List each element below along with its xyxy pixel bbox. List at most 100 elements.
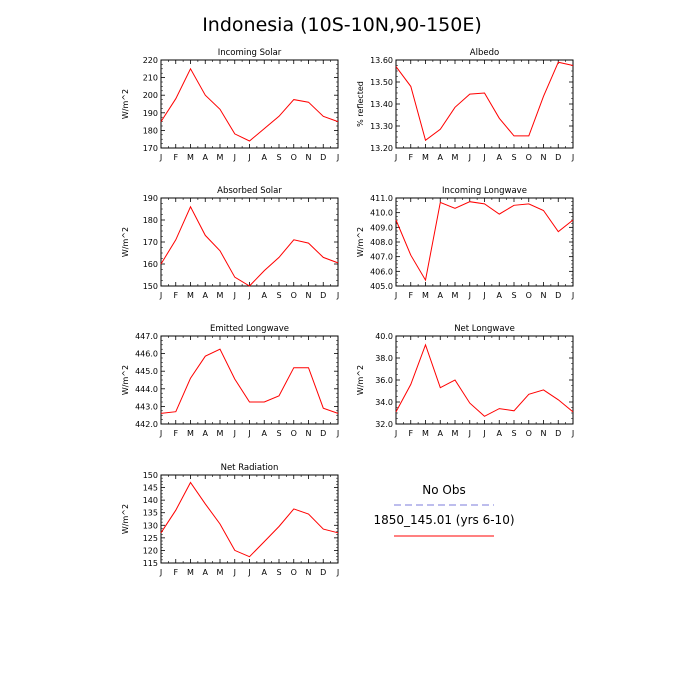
net-longwave-xtick-label: N — [541, 429, 547, 438]
absorbed-solar-ytick-label: 190 — [143, 194, 158, 203]
emitted-longwave-ytick-label: 446.0 — [135, 350, 158, 359]
albedo-xtick-label: N — [541, 153, 547, 162]
net-longwave-title: Net Longwave — [454, 324, 515, 334]
incoming-solar-xtick-label: O — [291, 153, 297, 162]
net-radiation-title: Net Radiation — [221, 463, 279, 473]
albedo-xtick-label: J — [571, 153, 574, 162]
net-radiation-xtick-label: N — [306, 568, 312, 577]
incoming-longwave-xtick-label: N — [541, 291, 547, 300]
incoming-solar-ytick-label: 190 — [143, 109, 158, 118]
incoming-longwave-xtick-label: A — [438, 291, 444, 300]
incoming-longwave-ytick-label: 405.0 — [370, 282, 393, 291]
incoming-longwave-xtick-label: M — [452, 291, 459, 300]
absorbed-solar-xtick-label: J — [159, 291, 162, 300]
albedo-series-line — [395, 61, 574, 142]
incoming-longwave-xtick-label: J — [394, 291, 397, 300]
incoming-longwave-ytick-label: 411.0 — [370, 194, 393, 203]
incoming-longwave-xtick-label: J — [468, 291, 471, 300]
absorbed-solar-xtick-label: D — [320, 291, 326, 300]
albedo-xtick-label: A — [438, 153, 444, 162]
emitted-longwave-xtick-label: M — [187, 429, 194, 438]
absorbed-solar-ytick-label: 180 — [143, 216, 158, 225]
absorbed-solar-xtick-label: M — [187, 291, 194, 300]
emitted-longwave-ytick-label: 444.0 — [135, 385, 158, 394]
net-longwave-xtick-label: A — [438, 429, 444, 438]
net-radiation-ytick-label: 120 — [143, 546, 158, 555]
absorbed-solar-ytick-label: 170 — [143, 238, 158, 247]
absorbed-solar-xtick-label: N — [306, 291, 312, 300]
incoming-solar-title: Incoming Solar — [218, 48, 282, 58]
incoming-solar-ytick-label: 210 — [143, 74, 158, 83]
emitted-longwave-xtick-label: F — [173, 429, 178, 438]
incoming-longwave-ytick-label: 407.0 — [370, 253, 393, 262]
incoming-solar-ytick-label: 180 — [143, 126, 158, 135]
net-longwave-xtick-label: F — [408, 429, 413, 438]
legend-model-label: 1850_145.01 (yrs 6-10) — [373, 513, 514, 527]
net-radiation-xtick-label: M — [187, 568, 194, 577]
incoming-longwave-xtick-label: D — [555, 291, 561, 300]
absorbed-solar-xtick-label: A — [203, 291, 209, 300]
albedo-xtick-label: M — [422, 153, 429, 162]
net-radiation-xtick-label: O — [291, 568, 297, 577]
legend: No Obs 1850_145.01 (yrs 6-10) — [373, 483, 515, 537]
net-longwave-ytick-label: 36.0 — [375, 376, 393, 385]
absorbed-solar-xtick-label: J — [233, 291, 236, 300]
albedo-xtick-label: F — [408, 153, 413, 162]
incoming-longwave-ytick-label: 406.0 — [370, 267, 393, 276]
albedo-xtick-label: M — [452, 153, 459, 162]
legend-obs-label: No Obs — [422, 483, 465, 497]
absorbed-solar-title: Absorbed Solar — [217, 186, 282, 196]
absorbed-solar-xtick-label: F — [173, 291, 178, 300]
incoming-solar-ytick-label: 220 — [143, 56, 158, 65]
net-radiation-ytick-label: 140 — [143, 496, 158, 505]
absorbed-solar-xtick-label: S — [276, 291, 281, 300]
absorbed-solar-xtick-label: M — [217, 291, 224, 300]
emitted-longwave-xtick-label: S — [276, 429, 281, 438]
figure-title: Indonesia (10S-10N,90-150E) — [202, 14, 482, 36]
net-radiation-ytick-label: 125 — [143, 534, 158, 543]
absorbed-solar-ytick-label: 160 — [143, 260, 158, 269]
net-longwave-series-line — [395, 343, 574, 417]
emitted-longwave-ytick-label: 447.0 — [135, 332, 158, 341]
net-longwave-xtick-label: O — [526, 429, 532, 438]
net-longwave-xtick-label: M — [422, 429, 429, 438]
albedo-ytick-label: 13.40 — [370, 100, 393, 109]
incoming-longwave-xtick-label: M — [422, 291, 429, 300]
net-radiation-xtick-label: J — [247, 568, 250, 577]
albedo-xtick-label: J — [394, 153, 397, 162]
incoming-longwave-xtick-label: A — [497, 291, 503, 300]
incoming-solar-xtick-label: J — [159, 153, 162, 162]
net-radiation-xtick-label: A — [203, 568, 209, 577]
net-longwave-xtick-label: S — [511, 429, 516, 438]
net-radiation-ytick-label: 130 — [143, 521, 158, 530]
albedo-title: Albedo — [470, 48, 499, 58]
net-longwave-xtick-label: J — [482, 429, 485, 438]
absorbed-solar-xtick-label: J — [336, 291, 339, 300]
albedo-ytick-label: 13.50 — [370, 78, 393, 87]
emitted-longwave-xtick-label: J — [159, 429, 162, 438]
incoming-longwave-xtick-label: S — [511, 291, 516, 300]
net-longwave-xtick-label: A — [497, 429, 503, 438]
incoming-solar-ylabel: W/m^2 — [121, 89, 130, 119]
emitted-longwave-xtick-label: D — [320, 429, 326, 438]
emitted-longwave-xtick-label: A — [203, 429, 209, 438]
emitted-longwave-title: Emitted Longwave — [210, 324, 289, 334]
incoming-solar-xtick-label: M — [217, 153, 224, 162]
net-longwave-ytick-label: 34.0 — [375, 398, 393, 407]
net-longwave-xtick-label: M — [452, 429, 459, 438]
absorbed-solar-plot-frame — [160, 197, 339, 287]
net-radiation-xtick-label: S — [276, 568, 281, 577]
net-radiation-series-line — [160, 481, 339, 558]
emitted-longwave-xtick-label: A — [262, 429, 268, 438]
incoming-solar-xtick-label: A — [203, 153, 209, 162]
absorbed-solar-xtick-label: O — [291, 291, 297, 300]
albedo-xtick-label: J — [468, 153, 471, 162]
absorbed-solar-series-line — [160, 205, 339, 287]
absorbed-solar-xtick-label: A — [262, 291, 268, 300]
net-longwave-xtick-label: J — [394, 429, 397, 438]
